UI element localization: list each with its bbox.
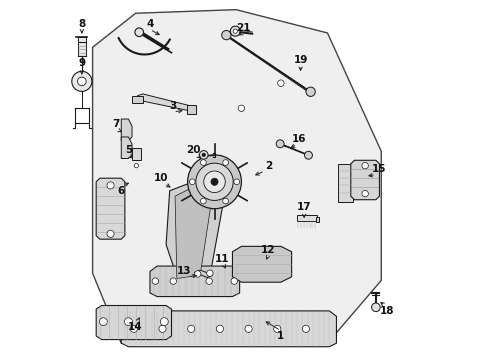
Polygon shape [175,180,211,279]
Circle shape [223,160,228,165]
Circle shape [362,162,368,169]
Circle shape [371,303,380,312]
Circle shape [234,179,240,185]
Text: 16: 16 [292,134,306,144]
Circle shape [233,29,238,33]
Text: 21: 21 [236,23,250,33]
Circle shape [211,178,218,185]
Text: 14: 14 [128,322,143,332]
Polygon shape [232,246,292,282]
Circle shape [134,163,139,168]
Circle shape [170,278,176,284]
Circle shape [188,155,242,209]
Circle shape [77,77,86,86]
Text: 15: 15 [372,164,387,174]
Circle shape [278,80,284,86]
Polygon shape [96,178,125,239]
Polygon shape [277,142,311,157]
FancyBboxPatch shape [297,215,317,221]
Text: 3: 3 [170,102,177,112]
FancyBboxPatch shape [132,148,141,160]
Text: 7: 7 [112,120,120,129]
Circle shape [200,198,206,204]
Circle shape [206,278,212,284]
Text: 20: 20 [186,144,200,154]
Polygon shape [122,311,337,347]
Circle shape [130,325,137,332]
Circle shape [207,270,213,276]
Circle shape [124,318,132,325]
Circle shape [188,325,195,332]
Text: 6: 6 [118,186,125,196]
Circle shape [107,182,114,189]
Circle shape [221,31,231,40]
Circle shape [72,71,92,91]
Circle shape [230,26,240,36]
FancyBboxPatch shape [316,217,319,222]
Text: 2: 2 [265,161,272,171]
Polygon shape [122,137,132,158]
FancyBboxPatch shape [187,105,196,114]
Circle shape [160,318,168,325]
FancyBboxPatch shape [132,96,143,103]
Circle shape [190,179,195,185]
Circle shape [276,140,284,148]
Text: 11: 11 [215,254,229,264]
Polygon shape [96,306,172,339]
Polygon shape [150,266,240,297]
Polygon shape [122,119,132,140]
Text: 1: 1 [277,331,285,341]
Polygon shape [195,270,213,278]
Text: 13: 13 [177,266,191,276]
Text: 5: 5 [125,144,132,154]
Text: 10: 10 [153,173,168,183]
Text: 4: 4 [147,19,154,29]
Circle shape [362,190,368,197]
Text: 8: 8 [78,19,85,29]
Circle shape [152,278,159,284]
Polygon shape [166,173,223,288]
Polygon shape [137,94,195,112]
Circle shape [302,325,310,332]
Circle shape [245,325,252,332]
Circle shape [202,153,205,157]
FancyBboxPatch shape [77,37,86,56]
Circle shape [204,171,225,193]
Polygon shape [223,34,313,93]
Polygon shape [338,164,353,202]
Circle shape [304,151,313,159]
Text: 9: 9 [78,58,85,68]
Circle shape [99,318,107,325]
Circle shape [231,278,238,284]
Circle shape [200,160,206,165]
Circle shape [195,271,201,277]
Polygon shape [351,160,379,200]
Circle shape [159,325,166,332]
Circle shape [216,325,223,332]
Circle shape [223,198,228,204]
Text: 18: 18 [379,306,394,316]
Circle shape [238,105,245,112]
Circle shape [196,163,233,201]
Text: 17: 17 [297,202,312,212]
Circle shape [199,150,208,159]
Text: 19: 19 [294,55,308,65]
Circle shape [107,230,114,237]
Circle shape [306,87,315,96]
Circle shape [274,325,281,332]
Text: 12: 12 [261,245,275,255]
Circle shape [135,28,144,37]
Polygon shape [93,10,381,343]
